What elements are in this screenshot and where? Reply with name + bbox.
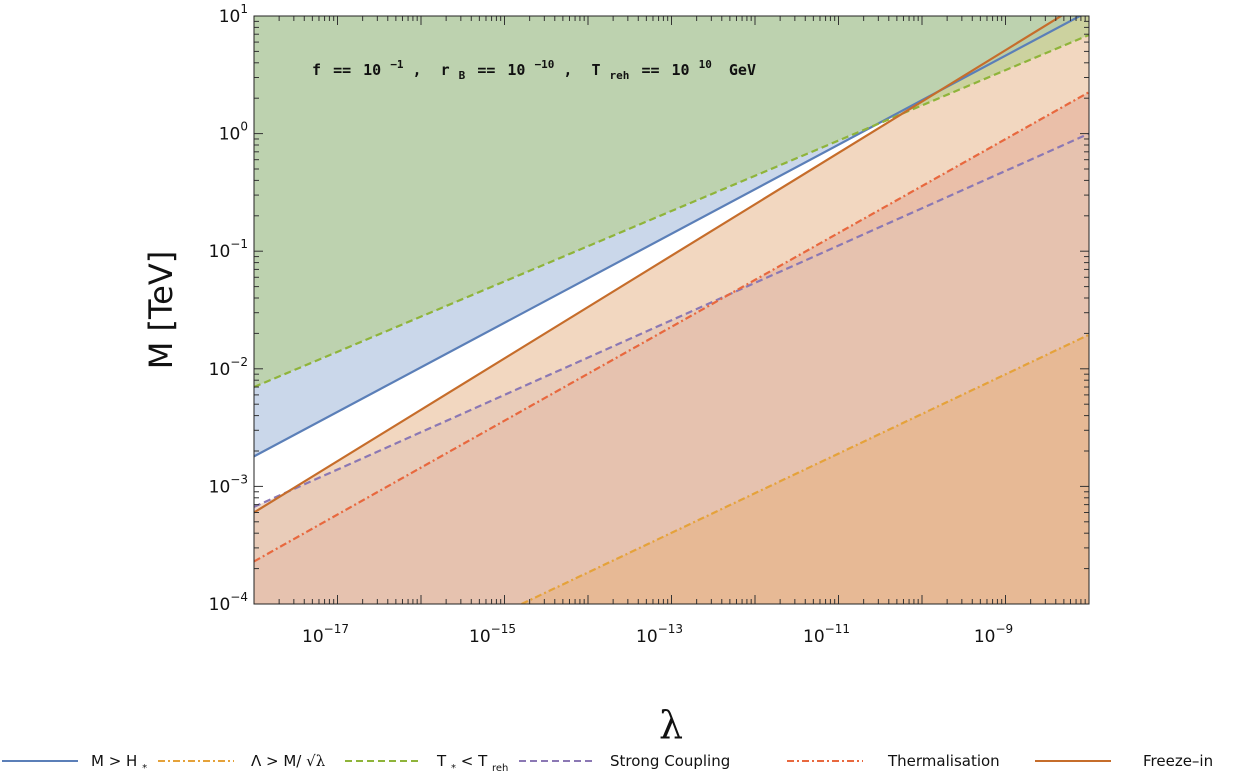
fill-region-t	[254, 16, 1089, 388]
annotation-f-label: f	[312, 61, 321, 79]
svg-text:M > H *: M > H *	[91, 752, 147, 774]
svg-text:T * < T reh: T * < T reh	[436, 752, 508, 775]
annotation-eq-1: ==	[333, 61, 351, 79]
legend-sub-star-2: *	[451, 763, 456, 774]
legend-item-thermalisation: Thermalisation	[787, 752, 1000, 770]
y-tick-label: 101	[219, 2, 248, 27]
x-axis-label: λ	[659, 703, 683, 747]
x-tick-label: 10−15	[469, 622, 516, 647]
legend-label-freeze-in: Freeze–in	[1143, 752, 1213, 770]
annotation-f-exp: −1	[390, 58, 404, 71]
legend-item-freeze-in: Freeze–in	[1035, 752, 1213, 770]
legend-label-t: T	[436, 752, 447, 770]
plot-frame	[253, 15, 1090, 605]
annotation-unit: GeV	[729, 61, 756, 79]
annotation-sep-1: ,	[413, 61, 422, 79]
y-axis-label: M [TeV]	[142, 251, 180, 369]
region-fills	[254, 16, 1089, 604]
annotation-eq-3: ==	[641, 61, 659, 79]
annotation-t-base: 10	[672, 61, 690, 79]
x-tick-label: 10−9	[974, 622, 1013, 647]
annotation-eq-2: ==	[477, 61, 495, 79]
annotation-t-label: T	[591, 61, 600, 79]
y-tick-label: 10−2	[209, 355, 248, 380]
annotation-r-base: 10	[507, 61, 525, 79]
legend-label-m-gt-h: M > H	[91, 752, 137, 770]
legend-item-t-lt-treh: T * < T reh	[345, 752, 508, 775]
legend-item-strong-coupling: Strong Coupling	[519, 752, 730, 770]
x-tick-label: 10−17	[302, 622, 349, 647]
svg-text:Λ > M/ √λ: Λ > M/ √λ	[251, 752, 326, 770]
x-tick-label: 10−13	[636, 622, 683, 647]
y-tick-label: 10−3	[209, 472, 248, 497]
y-tick-label: 100	[219, 120, 248, 145]
x-tick-label: 10−11	[803, 622, 850, 647]
chart-annotation: f == 10 −1 , r B == 10 −10 , T reh == 10…	[312, 54, 756, 83]
legend-label-thermalisation: Thermalisation	[887, 752, 1000, 770]
legend-label-lambda: Λ > M/	[251, 752, 302, 770]
series-line-s	[254, 132, 1089, 508]
legend: M > H * Λ > M/ √λ T * < T reh Strong Cou…	[2, 752, 1213, 775]
annotation-sep-2: ,	[563, 61, 572, 79]
axis-ticks: 10−17 10−15 10−13 10−11 10−910−410−310−210−1…	[209, 2, 1089, 647]
legend-item-m-gt-h: M > H *	[2, 752, 147, 774]
series-line-th	[254, 91, 1089, 563]
legend-item-lambda: Λ > M/ √λ	[158, 752, 326, 770]
annotation-f-base: 10	[363, 61, 381, 79]
annotation-r-exp: −10	[535, 58, 555, 71]
annotation-r-sub: B	[459, 69, 466, 82]
y-tick-label: 10−1	[209, 237, 248, 262]
chart: 10−17 10−15 10−13 10−11 10−910−410−310−210−1…	[142, 2, 1090, 747]
series-lines	[254, 16, 1089, 604]
annotation-t-exp: 10	[699, 58, 712, 71]
legend-sub-star-1: *	[142, 763, 147, 774]
y-tick-label: 10−4	[209, 590, 248, 615]
legend-sub-reh: reh	[492, 763, 508, 774]
annotation-t-sub: reh	[610, 69, 630, 82]
legend-label-strong-coupling: Strong Coupling	[610, 752, 730, 770]
legend-sqrt-lambda: √λ	[306, 752, 326, 770]
series-line-t	[254, 33, 1089, 389]
series-line-f	[254, 16, 1064, 514]
annotation-r-label: r	[441, 61, 450, 79]
legend-label-lt-t: < T	[461, 752, 488, 770]
